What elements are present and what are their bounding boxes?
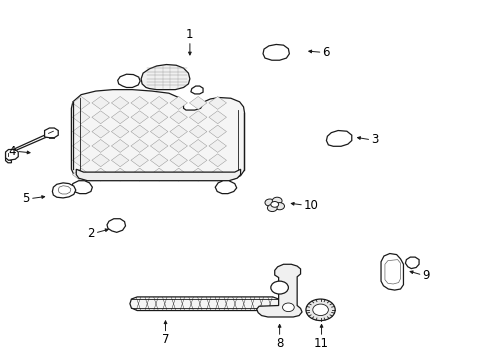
Polygon shape — [72, 168, 90, 181]
Polygon shape — [169, 168, 187, 181]
Text: 4: 4 — [9, 145, 16, 158]
Polygon shape — [208, 168, 226, 181]
Circle shape — [270, 202, 278, 207]
Polygon shape — [131, 139, 148, 152]
Polygon shape — [150, 96, 167, 109]
Polygon shape — [72, 125, 90, 138]
Text: 7: 7 — [162, 333, 169, 346]
Circle shape — [264, 199, 274, 206]
Text: 10: 10 — [304, 199, 318, 212]
Polygon shape — [169, 111, 187, 124]
Polygon shape — [111, 139, 129, 152]
Circle shape — [282, 303, 294, 312]
Polygon shape — [72, 111, 90, 124]
Polygon shape — [189, 111, 206, 124]
Polygon shape — [150, 154, 167, 167]
Polygon shape — [107, 219, 125, 232]
Polygon shape — [169, 96, 187, 109]
Text: 3: 3 — [370, 133, 378, 146]
Text: 9: 9 — [422, 269, 429, 282]
Polygon shape — [150, 111, 167, 124]
Polygon shape — [208, 139, 226, 152]
Polygon shape — [44, 128, 58, 138]
Polygon shape — [189, 96, 206, 109]
Polygon shape — [169, 154, 187, 167]
Polygon shape — [72, 139, 90, 152]
Polygon shape — [189, 168, 206, 181]
Polygon shape — [76, 169, 240, 181]
Polygon shape — [111, 111, 129, 124]
Polygon shape — [71, 90, 244, 180]
Polygon shape — [141, 64, 189, 90]
Circle shape — [274, 203, 284, 210]
Polygon shape — [190, 86, 203, 94]
Polygon shape — [111, 96, 129, 109]
Polygon shape — [208, 111, 226, 124]
Polygon shape — [150, 125, 167, 138]
Polygon shape — [72, 154, 90, 167]
Polygon shape — [131, 96, 148, 109]
Polygon shape — [208, 96, 226, 109]
Polygon shape — [130, 297, 280, 311]
Polygon shape — [92, 111, 109, 124]
Polygon shape — [384, 260, 400, 284]
Text: 2: 2 — [87, 226, 95, 239]
Polygon shape — [131, 154, 148, 167]
Polygon shape — [92, 125, 109, 138]
Polygon shape — [326, 131, 351, 146]
Polygon shape — [58, 186, 71, 194]
Text: 5: 5 — [22, 192, 30, 205]
Polygon shape — [405, 257, 418, 269]
Polygon shape — [208, 154, 226, 167]
Circle shape — [305, 299, 334, 320]
Text: 1: 1 — [186, 28, 193, 41]
Polygon shape — [131, 111, 148, 124]
Polygon shape — [118, 74, 140, 87]
Polygon shape — [380, 253, 403, 290]
Polygon shape — [150, 168, 167, 181]
Polygon shape — [150, 139, 167, 152]
Polygon shape — [131, 125, 148, 138]
Polygon shape — [189, 125, 206, 138]
Polygon shape — [5, 149, 18, 160]
Polygon shape — [169, 125, 187, 138]
Polygon shape — [92, 168, 109, 181]
Polygon shape — [131, 168, 148, 181]
Polygon shape — [189, 154, 206, 167]
Polygon shape — [92, 139, 109, 152]
Polygon shape — [15, 134, 48, 150]
Polygon shape — [169, 139, 187, 152]
Text: 8: 8 — [275, 337, 283, 350]
Polygon shape — [52, 183, 76, 198]
Polygon shape — [92, 154, 109, 167]
Text: 6: 6 — [322, 46, 329, 59]
Polygon shape — [111, 168, 129, 181]
Circle shape — [272, 197, 282, 204]
Polygon shape — [72, 96, 90, 109]
Circle shape — [270, 281, 288, 294]
Circle shape — [267, 204, 277, 212]
Polygon shape — [189, 139, 206, 152]
Polygon shape — [5, 150, 11, 163]
Polygon shape — [71, 181, 92, 194]
Text: 11: 11 — [313, 337, 328, 350]
Polygon shape — [208, 125, 226, 138]
Polygon shape — [263, 44, 289, 60]
Polygon shape — [215, 181, 236, 194]
Polygon shape — [92, 96, 109, 109]
Polygon shape — [111, 154, 129, 167]
Circle shape — [312, 304, 328, 316]
Polygon shape — [256, 264, 302, 317]
Polygon shape — [111, 125, 129, 138]
